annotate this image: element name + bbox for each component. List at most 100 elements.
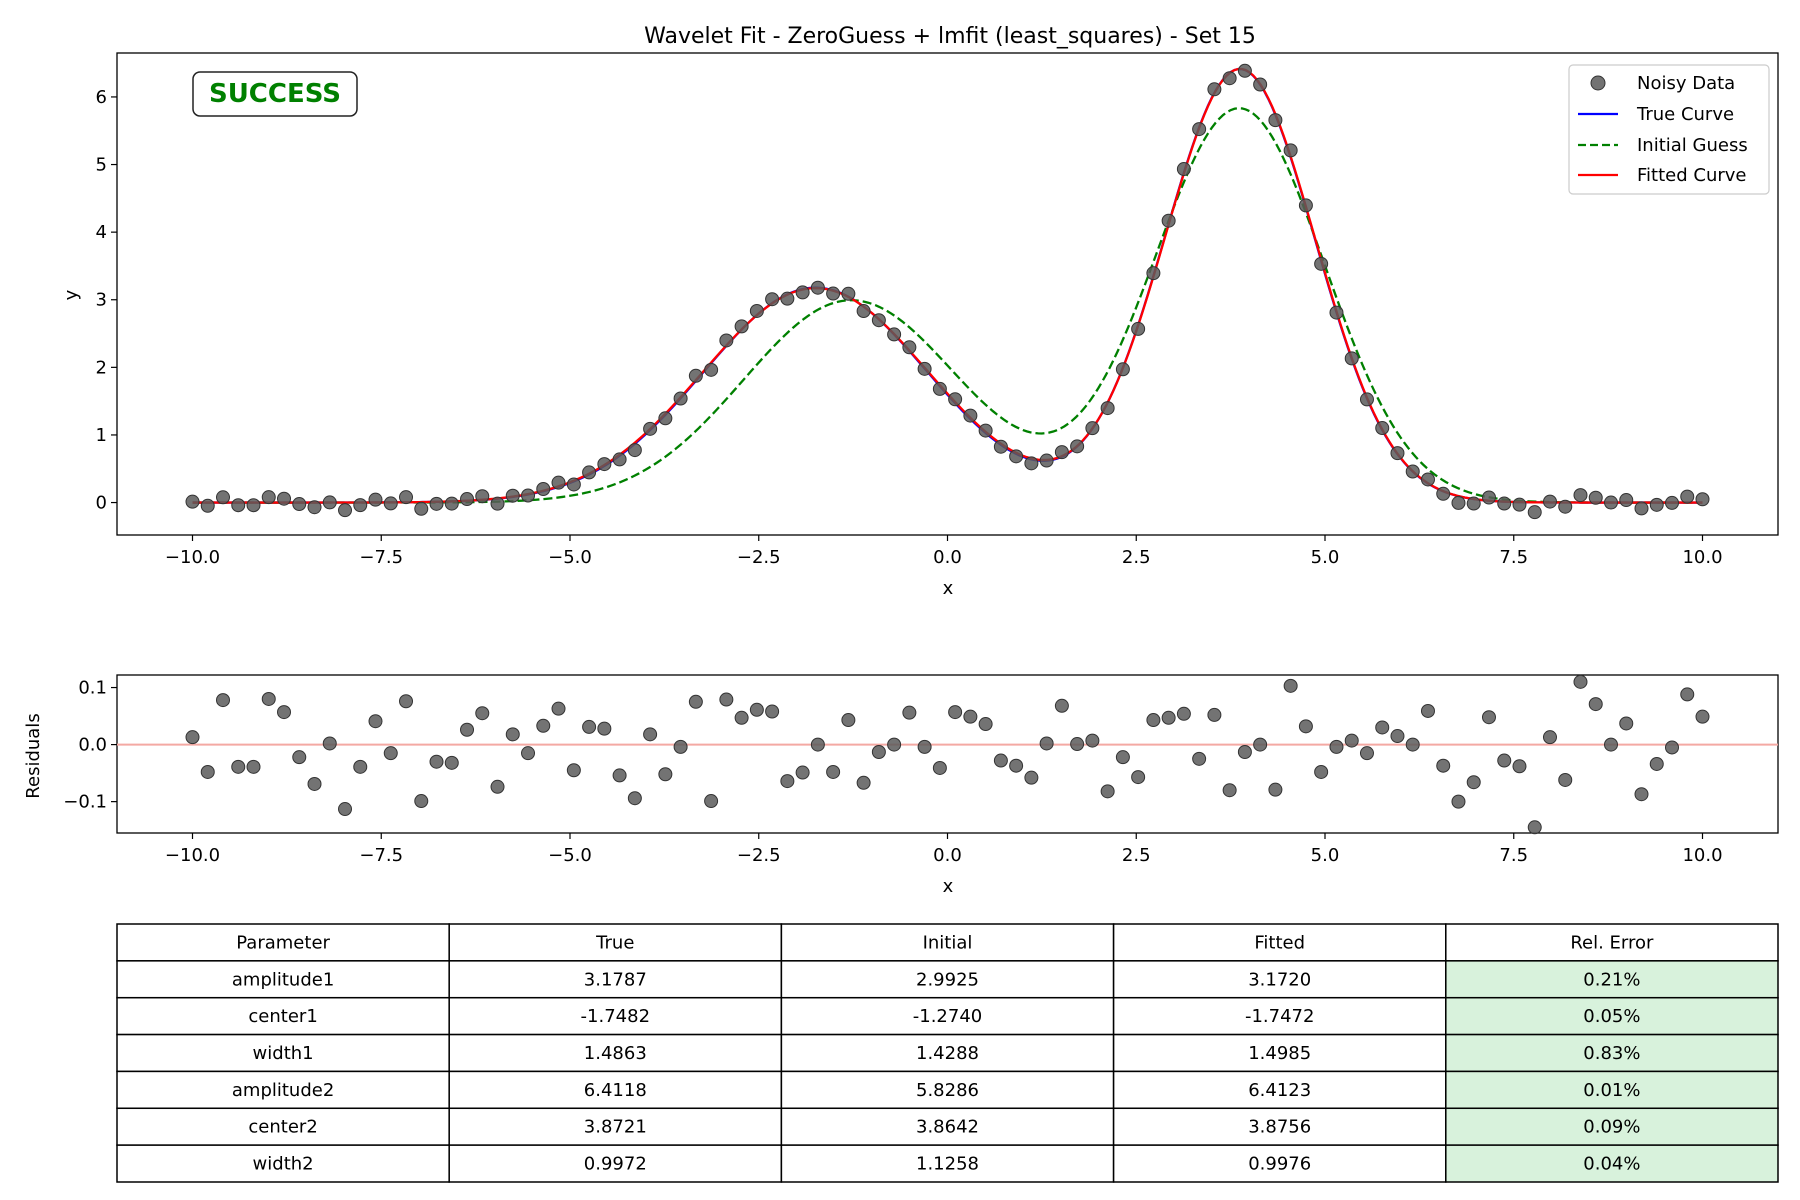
noisy-data-point xyxy=(1085,421,1100,436)
noisy-data-point xyxy=(1146,266,1161,281)
residual-point xyxy=(841,713,856,728)
noisy-data-point xyxy=(597,457,612,472)
noisy-data-point xyxy=(612,452,627,467)
residual-point xyxy=(1146,713,1161,728)
noisy-data-point xyxy=(1436,486,1451,501)
table-cell-text: 1.4863 xyxy=(584,1043,647,1064)
residual-point xyxy=(1085,733,1100,748)
residuals-x-ticks: −10.0 −7.5 −5.0 −2.5 0.0 2.5 5.0 7.5 10.0 xyxy=(165,833,1723,866)
residual-point xyxy=(749,702,764,717)
x-tick-label: −5.0 xyxy=(548,547,592,568)
noisy-data-point xyxy=(231,498,246,513)
table-cell-text: 0.21% xyxy=(1583,969,1640,990)
residual-point xyxy=(582,719,597,734)
noisy-data-point xyxy=(1542,494,1557,509)
table-cell xyxy=(780,996,1115,1036)
x-tick-label: −2.5 xyxy=(737,845,781,866)
noisy-data-point xyxy=(338,503,353,518)
residual-point xyxy=(566,763,581,778)
residual-point xyxy=(1070,737,1085,752)
noisy-data-point xyxy=(353,498,368,513)
residual-point xyxy=(917,739,932,754)
x-tick-label: −7.5 xyxy=(359,547,403,568)
residual-point xyxy=(780,774,795,789)
noisy-data-point xyxy=(261,490,276,505)
noisy-data-point xyxy=(566,477,581,492)
x-tick-label: 2.5 xyxy=(1122,547,1151,568)
table-cell-text: -1.7472 xyxy=(1245,1006,1314,1027)
noisy-data-point xyxy=(1268,113,1283,128)
table-cell xyxy=(1112,996,1447,1036)
noisy-data-point xyxy=(1314,256,1329,271)
noisy-data-point xyxy=(1390,446,1405,461)
noisy-data-point xyxy=(1253,77,1268,92)
table-cell-text: 1.4288 xyxy=(916,1043,979,1064)
residual-point xyxy=(399,694,414,709)
noisy-data-point xyxy=(917,361,932,376)
table-cell xyxy=(1112,1033,1447,1073)
noisy-data-point xyxy=(1497,496,1512,511)
noisy-data-point xyxy=(841,286,856,301)
table-cell-text: 3.1787 xyxy=(584,969,647,990)
noisy-data-point xyxy=(1603,495,1618,510)
table-cell-text: 3.8721 xyxy=(584,1117,647,1138)
table-cell-text: 6.4123 xyxy=(1248,1080,1311,1101)
residual-point xyxy=(1009,758,1024,773)
table-cell xyxy=(1445,1144,1779,1183)
noisy-data-point xyxy=(1359,392,1374,407)
table-cell xyxy=(116,1033,450,1073)
residual-point xyxy=(871,745,886,759)
noisy-data-point xyxy=(307,500,322,515)
residual-point xyxy=(1131,770,1146,785)
noisy-data-point xyxy=(856,304,871,319)
table-cell-text: 5.8286 xyxy=(916,1080,979,1101)
residual-point xyxy=(627,791,642,806)
residual-point xyxy=(353,759,368,774)
noisy-data-point xyxy=(1405,464,1420,479)
table-cell-text: 0.05% xyxy=(1583,1006,1640,1027)
legend-box xyxy=(1568,64,1770,195)
table-header-text: Initial xyxy=(923,932,973,953)
residual-point xyxy=(1527,820,1542,835)
y-tick-label: 6 xyxy=(96,87,107,108)
table-cell xyxy=(116,996,450,1036)
noisy-data-point xyxy=(246,498,261,513)
noisy-data-point xyxy=(1298,198,1313,213)
noisy-data-point xyxy=(780,291,795,306)
noisy-data-point xyxy=(1451,495,1466,510)
x-tick-label: 7.5 xyxy=(1499,845,1528,866)
noisy-data-point xyxy=(1634,501,1649,516)
residual-point xyxy=(1542,730,1557,745)
residual-point xyxy=(612,768,627,783)
residual-point xyxy=(1390,729,1405,744)
noisy-data-point xyxy=(963,408,978,423)
residual-point xyxy=(765,704,780,719)
table-cell-text: 0.01% xyxy=(1583,1080,1640,1101)
noisy-data-point xyxy=(1573,488,1588,503)
fitted-curve-line xyxy=(192,67,1703,504)
x-tick-label: −7.5 xyxy=(359,845,403,866)
noisy-data-point xyxy=(1512,497,1527,512)
y-tick-label: 4 xyxy=(96,222,107,243)
table-cell-text: 0.09% xyxy=(1583,1117,1640,1138)
table-header-cell xyxy=(780,923,1115,962)
noisy-data-point xyxy=(1070,439,1085,454)
table-header-text: Fitted xyxy=(1254,932,1305,953)
residual-point xyxy=(1619,716,1634,731)
noisy-data-point xyxy=(719,333,734,348)
noisy-data-point xyxy=(1481,490,1496,505)
residual-point xyxy=(810,737,825,752)
table-cell xyxy=(448,1144,783,1183)
residual-point xyxy=(1451,794,1466,809)
x-tick-label: 7.5 xyxy=(1499,547,1528,568)
table-cell xyxy=(1112,1144,1447,1183)
residual-point xyxy=(1573,674,1588,689)
noisy-data-point xyxy=(399,490,414,505)
noisy-data-point xyxy=(1466,496,1481,511)
residual-point xyxy=(231,759,246,774)
residual-point xyxy=(1344,733,1359,748)
residual-point xyxy=(307,776,322,791)
table-cell xyxy=(780,960,1115,999)
table-cell-text: 3.8756 xyxy=(1248,1117,1311,1138)
